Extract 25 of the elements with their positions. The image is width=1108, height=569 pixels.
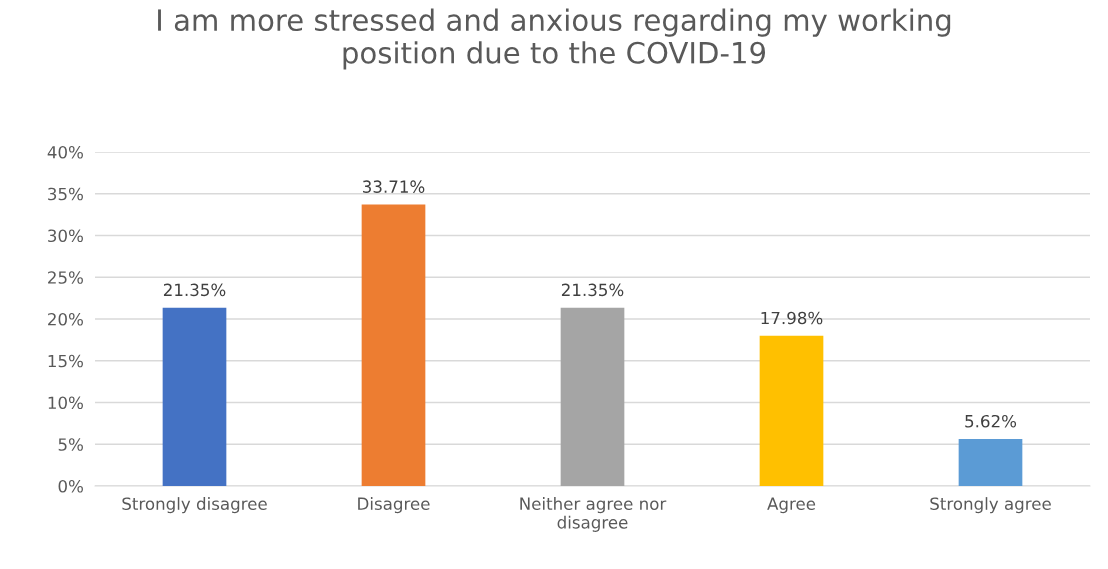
data-label: 5.62% <box>965 414 1017 428</box>
x-tick-label: Strongly disagree <box>122 497 267 514</box>
data-label: 21.35% <box>163 283 226 297</box>
bar <box>560 307 625 486</box>
x-tick-label: Disagree <box>358 497 430 514</box>
data-label: 21.35% <box>561 283 624 297</box>
y-tick-label: 15% <box>48 354 83 368</box>
data-label: 17.98% <box>761 311 823 325</box>
x-tick-label: Neither agree nor disagree <box>520 497 667 532</box>
y-tick-label: 30% <box>48 229 83 243</box>
y-tick-label: 10% <box>48 396 83 410</box>
data-label: 33.71% <box>363 180 425 193</box>
y-tick-label: 5% <box>58 438 83 451</box>
y-tick-label: 40% <box>47 145 83 159</box>
bar <box>361 204 426 486</box>
bar <box>958 439 1023 486</box>
chart-title: I am more stressed and anxious regarding my working position due to the COVID-19 <box>158 8 951 70</box>
y-tick-label: 35% <box>48 187 83 201</box>
y-tick-label: 25% <box>48 271 83 284</box>
bar <box>759 335 824 486</box>
x-tick-label: Agree <box>767 497 816 514</box>
y-tick-label: 20% <box>48 312 83 326</box>
x-tick-label: Strongly agree <box>930 497 1051 514</box>
bar <box>162 307 227 486</box>
y-tick-label: 0% <box>58 479 83 493</box>
